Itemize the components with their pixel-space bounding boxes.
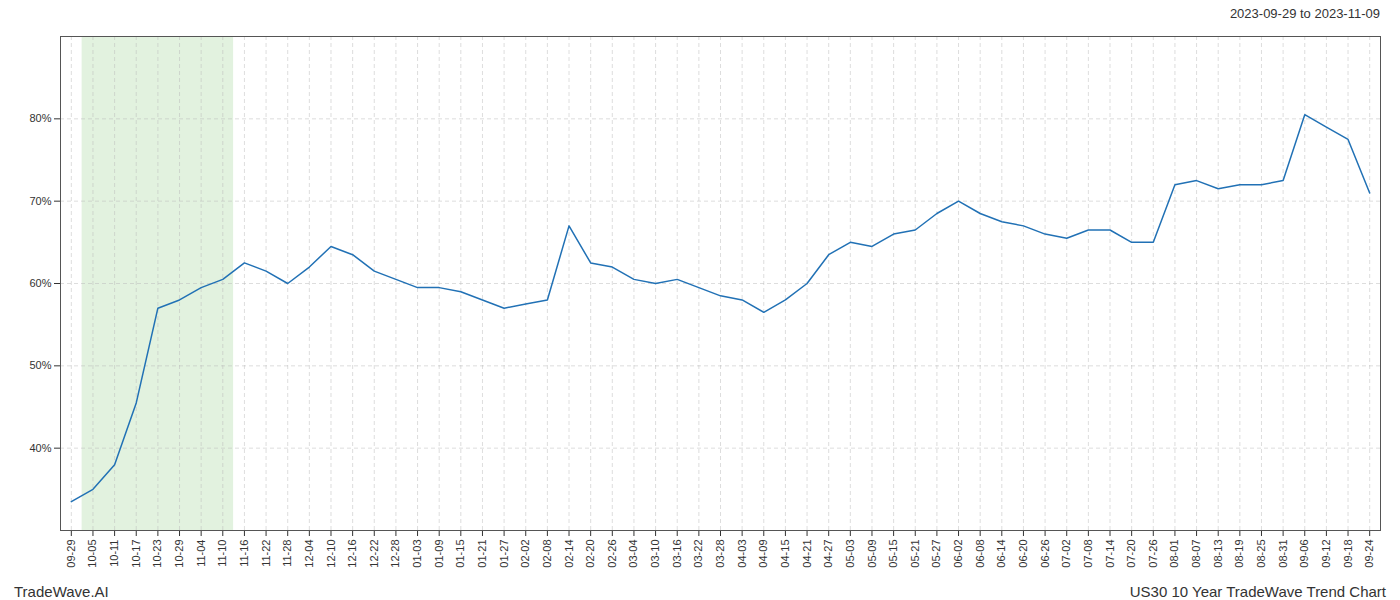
svg-text:06-26: 06-26 — [1039, 540, 1051, 568]
svg-text:05-27: 05-27 — [930, 540, 942, 568]
svg-text:08-13: 08-13 — [1212, 540, 1224, 568]
svg-text:09-12: 09-12 — [1320, 540, 1332, 568]
svg-text:04-09: 04-09 — [757, 540, 769, 568]
html-text:TradeWave.AI: TradeWave.AI — [14, 582, 109, 600]
svg-text:07-26: 07-26 — [1147, 540, 1159, 568]
svg-text:01-03: 01-03 — [411, 540, 423, 568]
svg-text:03-28: 03-28 — [714, 540, 726, 568]
svg-text:01-21: 01-21 — [476, 540, 488, 568]
svg-text:08-25: 08-25 — [1255, 540, 1267, 568]
svg-text:11-28: 11-28 — [281, 540, 293, 567]
svg-text:06-20: 06-20 — [1017, 540, 1029, 568]
svg-text:07-14: 07-14 — [1104, 540, 1116, 568]
svg-text:09-29: 09-29 — [65, 540, 77, 568]
svg-text:06-14: 06-14 — [995, 540, 1007, 568]
svg-text:10-17: 10-17 — [130, 540, 142, 568]
svg-text:05-09: 05-09 — [865, 540, 877, 568]
svg-text:05-03: 05-03 — [844, 540, 856, 568]
svg-text:01-15: 01-15 — [454, 540, 466, 568]
svg-text:11-04: 11-04 — [195, 540, 207, 567]
svg-text:11-16: 11-16 — [238, 540, 250, 567]
svg-text:09-18: 09-18 — [1342, 540, 1354, 568]
svg-text:02-02: 02-02 — [519, 540, 531, 568]
svg-text:80%: 80% — [29, 112, 51, 124]
svg-text:02-14: 02-14 — [563, 540, 575, 568]
svg-text:10-23: 10-23 — [151, 540, 163, 568]
svg-text:04-03: 04-03 — [736, 540, 748, 568]
html-text:US30 10 Year TradeWave Trend C: US30 10 Year TradeWave Trend Chart — [1129, 582, 1386, 600]
svg-text:01-09: 01-09 — [433, 540, 445, 568]
svg-text:07-08: 07-08 — [1082, 540, 1094, 568]
svg-text:08-19: 08-19 — [1233, 540, 1245, 568]
svg-text:05-15: 05-15 — [887, 540, 899, 568]
svg-text:70%: 70% — [29, 195, 51, 207]
svg-text:09-06: 09-06 — [1298, 540, 1310, 568]
svg-text:07-20: 07-20 — [1125, 540, 1137, 568]
svg-text:10-05: 10-05 — [86, 540, 98, 568]
svg-text:12-04: 12-04 — [303, 540, 315, 568]
svg-text:05-21: 05-21 — [909, 540, 921, 568]
svg-text:04-15: 04-15 — [779, 540, 791, 568]
svg-text:12-10: 12-10 — [325, 540, 337, 568]
svg-text:04-21: 04-21 — [801, 540, 813, 568]
svg-text:06-08: 06-08 — [974, 540, 986, 568]
svg-text:12-16: 12-16 — [346, 540, 358, 568]
svg-text:11-22: 11-22 — [260, 540, 272, 567]
svg-text:03-10: 03-10 — [649, 540, 661, 568]
svg-text:02-20: 02-20 — [584, 540, 596, 568]
svg-text:03-16: 03-16 — [671, 540, 683, 568]
svg-text:02-26: 02-26 — [606, 540, 618, 568]
svg-text:04-27: 04-27 — [822, 540, 834, 568]
svg-text:12-28: 12-28 — [389, 540, 401, 568]
svg-text:08-31: 08-31 — [1277, 540, 1289, 568]
svg-text:11-10: 11-10 — [216, 540, 228, 567]
svg-text:60%: 60% — [29, 277, 51, 289]
svg-text:50%: 50% — [29, 359, 51, 371]
svg-text:02-08: 02-08 — [541, 540, 553, 568]
svg-text:03-04: 03-04 — [627, 540, 639, 568]
svg-text:07-02: 07-02 — [1060, 540, 1072, 568]
svg-text:08-01: 08-01 — [1168, 540, 1180, 568]
svg-text:10-29: 10-29 — [173, 540, 185, 568]
svg-text:08-07: 08-07 — [1190, 540, 1202, 568]
svg-text:01-27: 01-27 — [498, 540, 510, 568]
svg-text:12-22: 12-22 — [368, 540, 380, 568]
svg-text:03-22: 03-22 — [692, 540, 704, 568]
svg-text:06-02: 06-02 — [952, 540, 964, 568]
html-text:2023-09-29 to 2023-11-09: 2023-09-29 to 2023-11-09 — [1229, 6, 1380, 21]
svg-text:09-24: 09-24 — [1363, 540, 1375, 568]
svg-text:40%: 40% — [29, 442, 51, 454]
svg-text:10-11: 10-11 — [108, 540, 120, 567]
